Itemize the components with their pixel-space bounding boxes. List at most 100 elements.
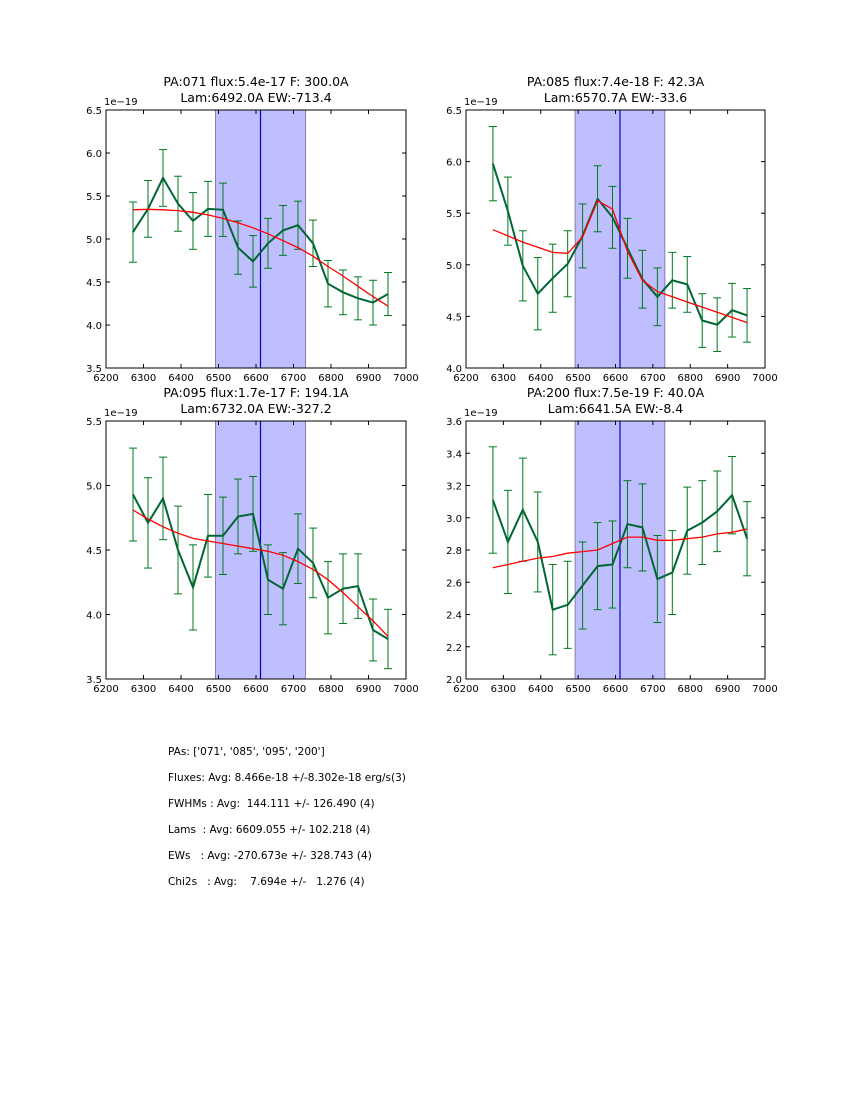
x-tick-label: 6400 (528, 373, 553, 384)
summary-chi2s: Chi2s : Avg: 7.694e +/- 1.276 (4) (168, 876, 365, 888)
x-tick-label: 6400 (168, 684, 193, 695)
x-tick-label: 6500 (565, 684, 590, 695)
summary-pas: PAs: ['071', '085', '095', '200'] (168, 746, 325, 758)
summary-stats: PAs: ['071', '085', '095', '200'] Fluxes… (168, 746, 406, 902)
summary-ews: EWs : Avg: -270.673e +/- 328.743 (4) (168, 850, 372, 862)
chart-title-line: Lam:6732.0A EW:-327.2 (180, 401, 331, 416)
x-tick-label: 6700 (640, 684, 665, 695)
y-tick-label: 3.5 (86, 675, 102, 686)
series-line-fit (132, 208, 389, 307)
x-tick-label: 6800 (318, 373, 343, 384)
x-tick-label: 6900 (715, 373, 740, 384)
x-tick-label: 6200 (93, 373, 118, 384)
series-line-data (132, 494, 389, 640)
x-tick-label: 6400 (168, 373, 193, 384)
y-tick-label: 5.5 (86, 417, 102, 428)
x-tick-label: 6800 (678, 684, 703, 695)
y-tick-label: 6.5 (446, 106, 462, 117)
y-tick-label: 2.0 (446, 675, 462, 686)
x-tick-label: 7000 (393, 373, 418, 384)
x-tick-label: 7000 (752, 684, 777, 695)
chart-title-line: PA:095 flux:1.7e-17 F: 194.1A (163, 385, 349, 400)
x-tick-label: 6600 (603, 684, 628, 695)
y-tick-label: 3.6 (446, 417, 462, 428)
y-tick-label: 4.5 (86, 546, 102, 557)
offset-label: 1e−19 (104, 408, 138, 419)
x-tick-label: 6300 (131, 684, 156, 695)
chart-panel-1: PA:071 flux:5.4e-17 F: 300.0ALam:6492.0A… (86, 74, 419, 384)
x-tick-label: 6700 (281, 684, 306, 695)
chart-panel-4: PA:200 flux:7.5e-19 F: 40.0ALam:6641.5A … (446, 385, 778, 695)
series-line-fit (492, 528, 748, 569)
chart-panel-2: PA:085 flux:7.4e-18 F: 42.3ALam:6570.7A … (446, 74, 778, 384)
chart-panel-3: PA:095 flux:1.7e-17 F: 194.1ALam:6732.0A… (86, 385, 419, 695)
x-tick-label: 6700 (281, 373, 306, 384)
y-tick-label: 3.5 (86, 364, 102, 375)
chart-title-line: Lam:6492.0A EW:-713.4 (180, 90, 331, 105)
y-tick-label: 2.2 (446, 643, 462, 654)
x-tick-label: 6900 (356, 373, 381, 384)
summary-fwhms: FWHMs : Avg: 144.111 +/- 126.490 (4) (168, 798, 375, 810)
x-tick-label: 6900 (715, 684, 740, 695)
y-tick-label: 5.5 (86, 192, 102, 203)
y-tick-label: 3.2 (446, 482, 462, 493)
x-tick-label: 6200 (453, 373, 478, 384)
x-tick-label: 6800 (318, 684, 343, 695)
offset-label: 1e−19 (464, 408, 498, 419)
x-tick-label: 6500 (206, 373, 231, 384)
series-line-data (491, 493, 749, 611)
summary-lams: Lams : Avg: 6609.055 +/- 102.218 (4) (168, 824, 371, 836)
chart-title-line: PA:200 flux:7.5e-19 F: 40.0A (527, 385, 705, 400)
y-tick-label: 5.0 (86, 482, 102, 493)
y-tick-label: 6.0 (446, 158, 462, 169)
x-tick-label: 6300 (491, 684, 516, 695)
chart-title-line: Lam:6641.5A EW:-8.4 (548, 401, 683, 416)
plot-frame (465, 420, 766, 680)
chart-grid: PA:071 flux:5.4e-17 F: 300.0ALam:6492.0A… (86, 74, 778, 695)
x-tick-label: 6900 (356, 684, 381, 695)
chart-title-line: Lam:6570.7A EW:-33.6 (544, 90, 687, 105)
x-tick-label: 6500 (565, 373, 590, 384)
x-tick-label: 7000 (752, 373, 777, 384)
y-tick-label: 4.0 (86, 611, 102, 622)
plot-frame (465, 109, 766, 369)
y-tick-label: 5.0 (446, 261, 462, 272)
x-tick-label: 6800 (678, 373, 703, 384)
y-tick-label: 3.4 (446, 449, 462, 460)
x-tick-label: 6300 (491, 373, 516, 384)
plot-frame (105, 420, 407, 680)
series-line-fit (492, 199, 748, 324)
summary-fluxes: Fluxes: Avg: 8.466e-18 +/-8.302e-18 erg/… (168, 772, 406, 784)
y-tick-label: 4.0 (86, 321, 102, 332)
series-line-data (132, 175, 389, 304)
plot-frame (105, 109, 407, 369)
y-tick-label: 4.5 (86, 278, 102, 289)
x-tick-label: 6400 (528, 684, 553, 695)
x-tick-label: 6500 (206, 684, 231, 695)
y-tick-label: 6.0 (86, 149, 102, 160)
y-tick-label: 4.0 (446, 364, 462, 375)
x-tick-label: 6600 (603, 373, 628, 384)
offset-label: 1e−19 (104, 97, 138, 108)
y-tick-label: 5.5 (446, 209, 462, 220)
x-tick-label: 6300 (131, 373, 156, 384)
series-line-fit (132, 509, 389, 637)
y-tick-label: 2.4 (446, 611, 462, 622)
x-tick-label: 6200 (453, 684, 478, 695)
chart-title-line: PA:085 flux:7.4e-18 F: 42.3A (527, 74, 705, 89)
y-tick-label: 2.6 (446, 578, 462, 589)
y-tick-label: 2.8 (446, 546, 462, 557)
x-tick-label: 7000 (393, 684, 418, 695)
series-line-data (491, 163, 748, 326)
y-tick-label: 6.5 (86, 106, 102, 117)
y-tick-label: 3.0 (446, 514, 462, 525)
x-tick-label: 6700 (640, 373, 665, 384)
x-tick-label: 6600 (243, 373, 268, 384)
y-tick-label: 4.5 (446, 312, 462, 323)
chart-title-line: PA:071 flux:5.4e-17 F: 300.0A (163, 74, 349, 89)
offset-label: 1e−19 (464, 97, 498, 108)
x-tick-label: 6200 (93, 684, 118, 695)
x-tick-label: 6600 (243, 684, 268, 695)
y-tick-label: 5.0 (86, 235, 102, 246)
